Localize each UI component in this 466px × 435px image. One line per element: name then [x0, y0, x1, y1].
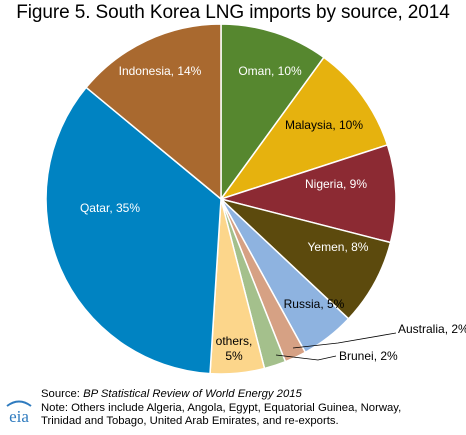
pie-slice-malaysia — [219, 56, 389, 201]
source-line: Source: BP Statistical Review of World E… — [41, 388, 302, 400]
slice-label-yemen: Yemen, 8% — [308, 240, 369, 254]
pie-slice-nigeria — [218, 143, 397, 244]
chart-title: Figure 5. South Korea LNG imports by sou… — [16, 2, 450, 23]
leader-line-brunei — [275, 354, 337, 361]
pie-slice-indonesia — [85, 23, 222, 201]
slice-label-malaysia: Malaysia, 10% — [285, 118, 363, 132]
pie-chart: Oman, 10% Malaysia, 10% Nigeria, 9% Yemen, … — [45, 23, 466, 375]
note-line-1: Note: Others include Algeria, Angola, Eg… — [41, 401, 402, 414]
pie-slice-oman — [220, 23, 325, 202]
eia-logo: eia — [6, 400, 32, 426]
source-title: BP Statistical Review of World Energy 20… — [83, 388, 302, 400]
slice-label-oman: Oman, 10% — [238, 64, 302, 78]
pie-slice-qatar — [45, 86, 222, 375]
slice-label-brunei: Brunei, 2% — [339, 349, 398, 363]
slice-label-indonesia: Indonesia, 14% — [119, 64, 202, 78]
slice-label-australia: Australia, 2% — [398, 322, 466, 336]
slice-label-others: others, 5% — [216, 334, 253, 363]
slice-label-russia: Russia, 5% — [284, 297, 345, 311]
slice-label-nigeria: Nigeria, 9% — [305, 177, 367, 191]
footnotes: Source: BP Statistical Review of World E… — [41, 388, 466, 429]
leader-line-australia — [292, 332, 397, 349]
eia-logo-text: eia — [9, 407, 29, 426]
slice-label-qatar: Qatar, 35% — [80, 201, 140, 215]
note-line-2: Trinidad and Tobago, United Arab Emirate… — [41, 415, 339, 428]
